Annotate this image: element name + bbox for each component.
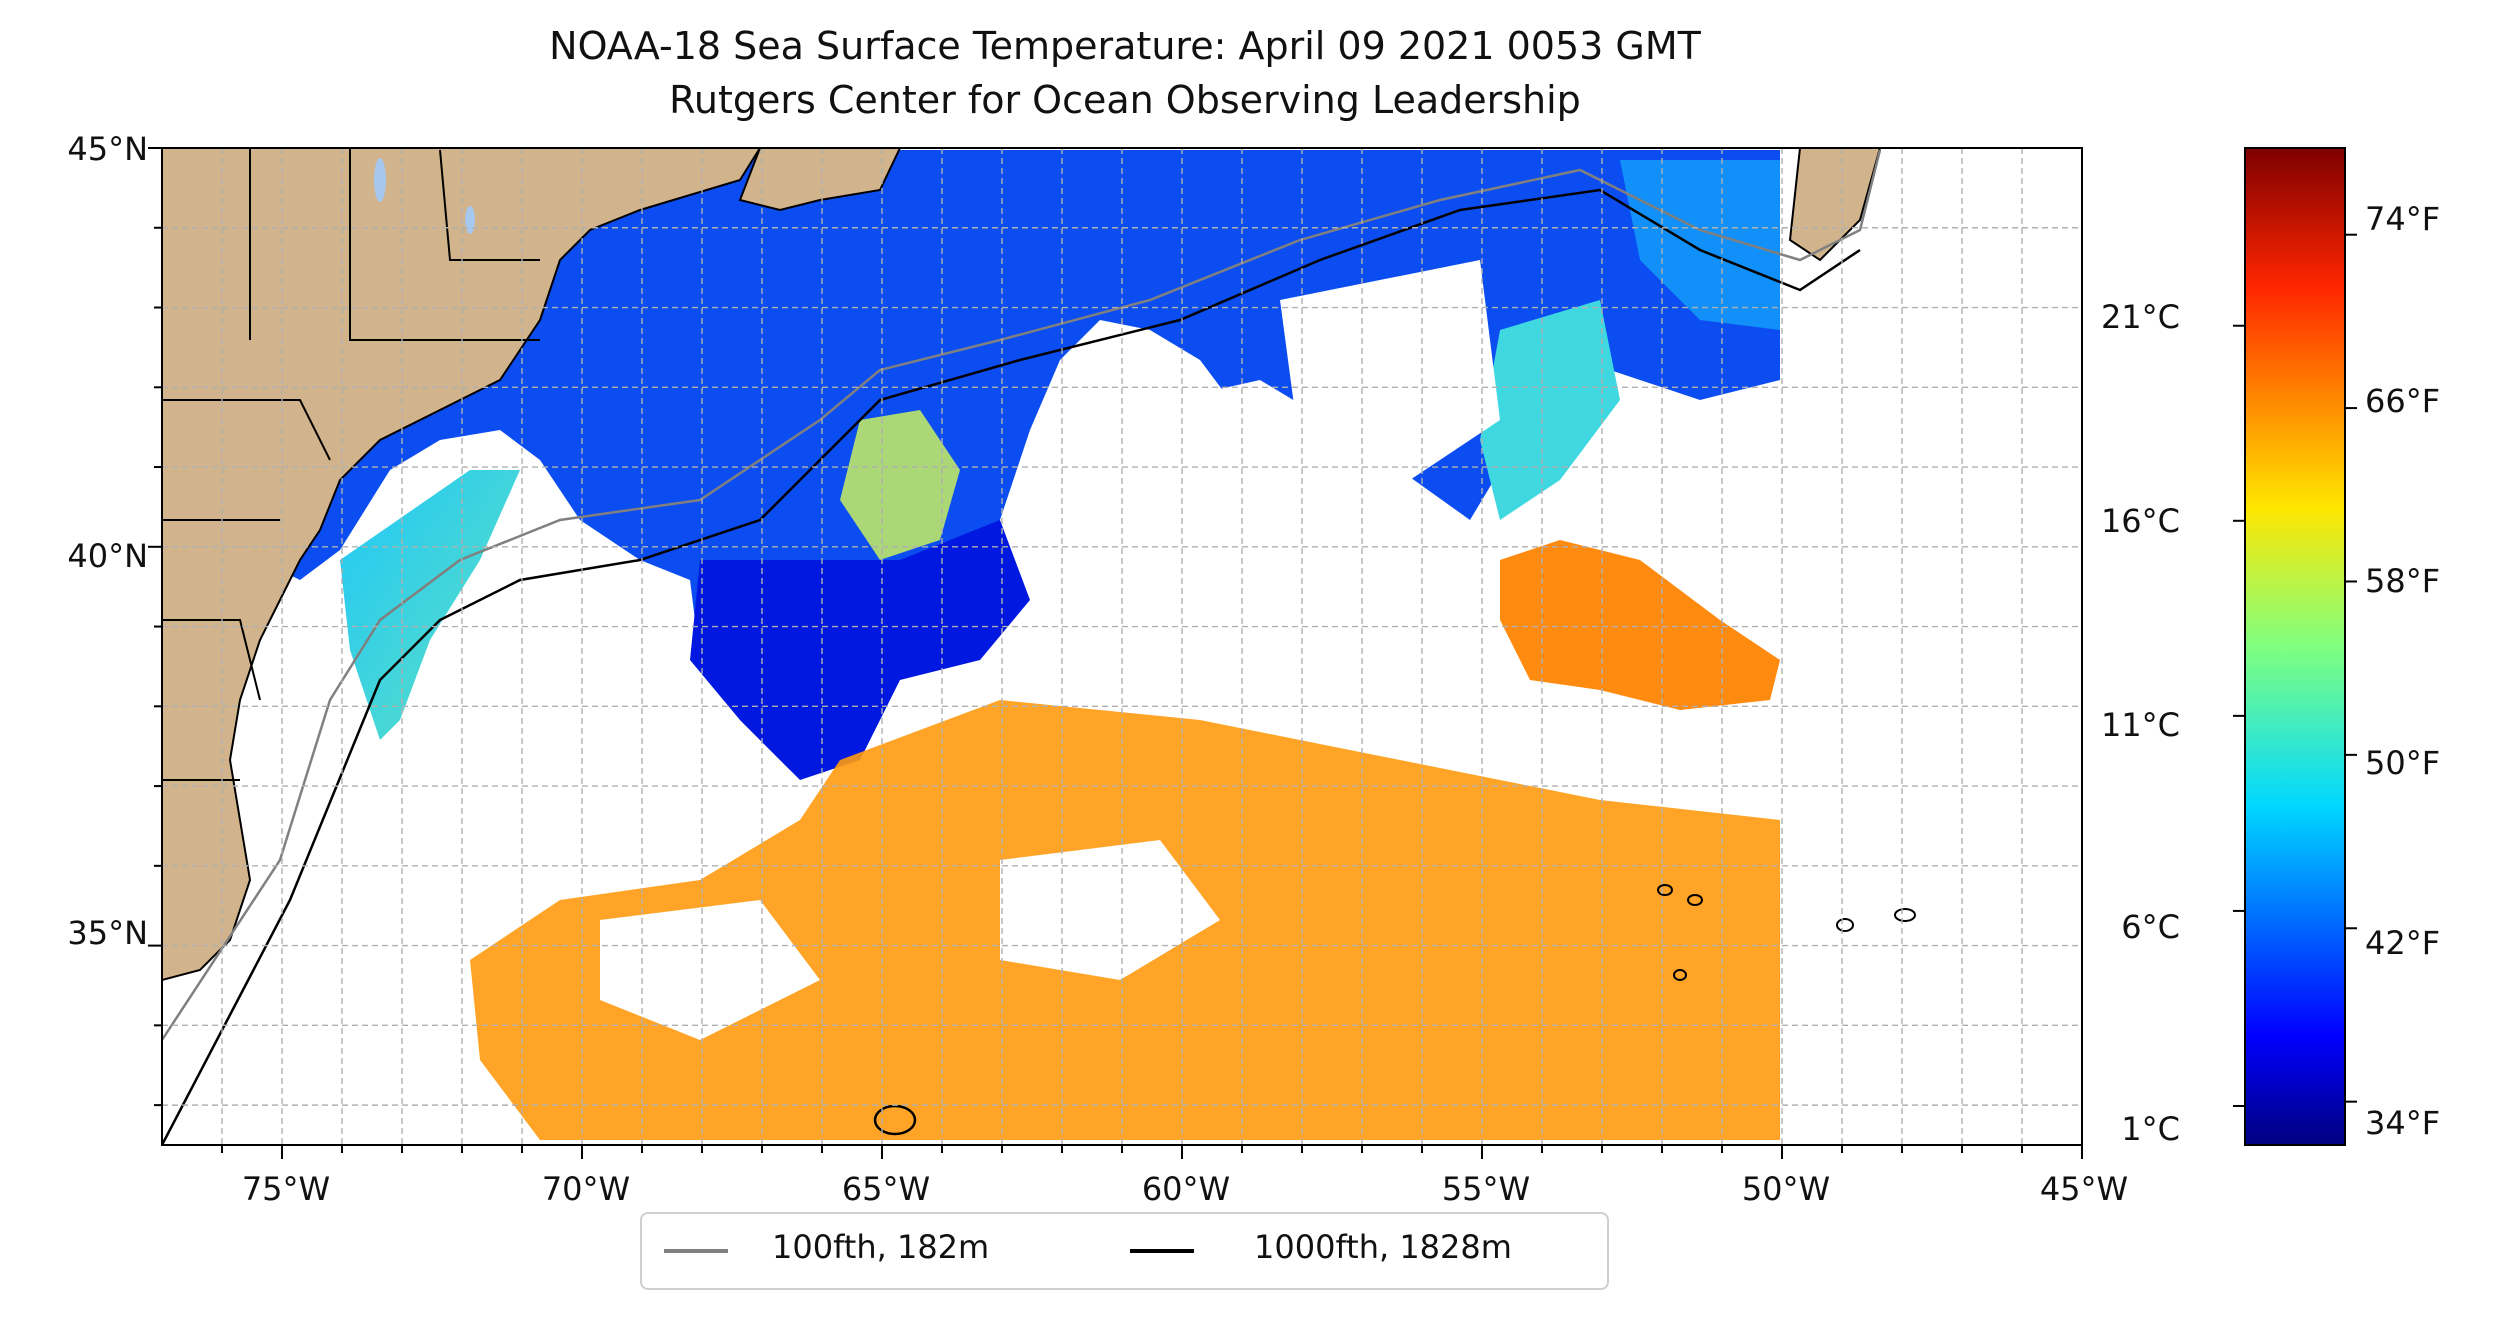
legend: 100fth, 182m 1000fth, 1828m	[640, 1212, 1609, 1290]
lon-label-65w: 65°W	[841, 1170, 931, 1208]
lon-label-70w: 70°W	[541, 1170, 631, 1208]
cloud-mask	[1782, 148, 2082, 1145]
lat-lon-grid	[162, 148, 2082, 1145]
seamount-contour	[1836, 918, 1854, 932]
isobath-100fth	[162, 149, 1882, 1041]
legend-swatch-100fth	[664, 1249, 728, 1253]
sst-deep-blue-region	[690, 520, 1030, 780]
colorbar-celsius-label: 16°C	[2100, 502, 2180, 540]
colorbar-fahrenheit-label: 50°F	[2365, 744, 2441, 782]
lon-label-75w: 75°W	[241, 1170, 331, 1208]
colorbar-fahrenheit-label: 42°F	[2365, 924, 2441, 962]
sst-cool-patch-far-ne	[1620, 160, 1780, 330]
axis-ticks	[148, 147, 2083, 1159]
chart-title: NOAA-18 Sea Surface Temperature: April 0…	[549, 24, 1701, 68]
legend-label-100fth: 100fth, 182m	[772, 1228, 990, 1266]
seamount-contour	[1894, 908, 1916, 922]
lat-label-45: 45°N	[67, 130, 148, 168]
sst-warm-filament	[840, 410, 960, 560]
lon-label-50w: 50°W	[1741, 1170, 1831, 1208]
sst-warm-eddy	[1500, 540, 1780, 710]
land-north-america	[162, 148, 762, 982]
isobath-1000fth	[162, 188, 1861, 1145]
colorbar	[2244, 147, 2346, 1146]
seamount-contour	[873, 1104, 917, 1136]
colorbar-fahrenheit-label: 74°F	[2365, 200, 2441, 238]
lon-label-60w: 60°W	[1141, 1170, 1231, 1208]
legend-label-1000fth: 1000fth, 1828m	[1254, 1228, 1512, 1266]
cloud-mask	[1280, 260, 1500, 500]
colorbar-celsius-label: 21°C	[2100, 298, 2180, 336]
colorbar-ticks	[2233, 233, 2357, 1107]
lon-label-55w: 55°W	[1441, 1170, 1531, 1208]
colorbar-celsius-label: 6°C	[2121, 908, 2180, 946]
sst-cool-patch-ne	[1480, 300, 1620, 520]
colorbar-fahrenheit-label: 66°F	[2365, 382, 2441, 420]
lat-label-35: 35°N	[67, 914, 148, 952]
lake	[465, 206, 475, 234]
lat-label-40: 40°N	[67, 537, 148, 575]
sst-nearshore-cool	[340, 470, 520, 740]
chart-subtitle: Rutgers Center for Ocean Observing Leade…	[669, 78, 1581, 122]
state-border	[162, 148, 540, 781]
lake	[374, 158, 386, 202]
legend-swatch-1000fth	[1130, 1249, 1194, 1253]
lon-label-45w: 45°W	[2039, 1170, 2129, 1208]
colorbar-celsius-label: 1°C	[2121, 1110, 2180, 1148]
seamount-contour	[1657, 884, 1673, 896]
colorbar-fahrenheit-label: 58°F	[2365, 562, 2441, 600]
map-area	[162, 148, 2082, 1145]
seamount-contour	[1673, 969, 1687, 981]
land-nova-scotia	[738, 148, 902, 212]
cloud-mask	[600, 900, 820, 1040]
cloud-mask	[1080, 380, 1360, 560]
colorbar-fahrenheit-label: 34°F	[2365, 1104, 2441, 1142]
seamount-contour	[1687, 894, 1703, 906]
colorbar-celsius-label: 11°C	[2100, 706, 2180, 744]
